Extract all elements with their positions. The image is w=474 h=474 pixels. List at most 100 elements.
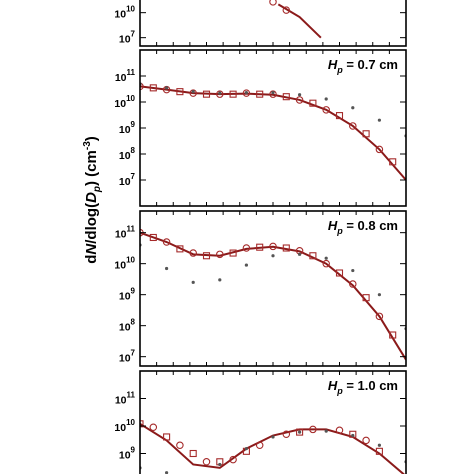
panel-frame — [139, 49, 407, 207]
reference-dot — [165, 471, 169, 474]
circle-marker — [189, 89, 197, 97]
y-tick-label: 1011 — [115, 68, 136, 84]
panel-1: 1010 107 — [114, 0, 407, 47]
plot-area — [140, 228, 434, 363]
y-tick-label: 1011 — [115, 391, 136, 407]
panel-label: Hp = 0.7 cm — [328, 57, 398, 75]
panel-label: Hp = 0.8 cm — [328, 218, 398, 236]
reference-dot — [298, 93, 302, 97]
square-marker — [229, 249, 237, 257]
square-marker — [189, 449, 197, 458]
fit-line — [277, 3, 322, 39]
y-tick-label: 108 — [119, 146, 136, 162]
fit-line — [140, 231, 406, 361]
plot-area — [269, 0, 322, 39]
square-marker — [202, 252, 211, 260]
y-tick-label: 109 — [119, 287, 136, 303]
square-marker — [335, 112, 344, 120]
square-marker — [163, 433, 171, 441]
square-marker — [335, 269, 344, 277]
reference-dot — [218, 91, 222, 95]
circle-marker — [202, 458, 211, 466]
circle-marker — [335, 426, 344, 435]
reference-dot — [191, 90, 195, 94]
panel-3: 1011 1010 109 108 107 Hp = 0.8 cm — [114, 210, 434, 367]
circle-marker — [322, 106, 330, 114]
reference-dot — [298, 252, 302, 256]
circle-marker — [295, 96, 304, 104]
reference-dot — [165, 266, 169, 271]
circle-marker — [162, 238, 171, 246]
y-tick-label: 107 — [119, 349, 136, 365]
y-tick-label: 107 — [119, 172, 136, 188]
y-tick-label: 107 — [119, 30, 136, 46]
circle-marker — [349, 280, 357, 288]
square-marker — [375, 447, 383, 455]
panel-frame — [139, 0, 407, 47]
y-tick-label: 109 — [119, 446, 136, 462]
y-tick-label: 1010 — [114, 94, 135, 110]
reference-dot — [351, 106, 355, 110]
square-marker — [309, 252, 317, 260]
y-axis-title: dN/dlog(Dp) (cm-3) — [82, 136, 103, 264]
y-tick-label: 1010 — [114, 256, 135, 272]
panel-frame — [139, 210, 407, 367]
circle-marker — [282, 6, 291, 14]
reference-dot — [351, 433, 355, 438]
y-tick-label: 1011 — [115, 225, 136, 241]
reference-dot — [324, 429, 328, 433]
square-marker — [362, 130, 370, 138]
reference-dot — [244, 447, 248, 451]
circle-marker — [269, 90, 277, 98]
circle-marker — [322, 259, 330, 268]
y-tick-label: 1010 — [114, 5, 135, 21]
circle-marker — [375, 145, 384, 154]
reference-dot — [244, 263, 248, 267]
circle-marker — [176, 441, 184, 449]
square-marker — [176, 245, 184, 253]
panel-label: Hp = 1.0 cm — [328, 378, 398, 396]
reference-dot — [431, 155, 434, 158]
panel-4: 1011 1010 109 Hp = 1.0 cm — [114, 370, 407, 474]
circle-marker — [269, 0, 277, 6]
reference-dot — [271, 90, 275, 95]
plot-area — [140, 82, 434, 181]
reference-dot — [324, 97, 328, 101]
circle-marker — [349, 122, 357, 130]
circle-marker — [375, 312, 384, 321]
reference-dot — [271, 435, 275, 439]
circle-marker — [255, 441, 264, 449]
y-tick-label: 109 — [119, 120, 136, 136]
square-marker — [362, 294, 370, 302]
square-marker — [389, 158, 397, 166]
square-marker — [202, 90, 211, 98]
reference-dot — [351, 268, 355, 273]
reference-dot — [191, 280, 195, 284]
circle-marker — [242, 244, 251, 252]
y-tick-label: 108 — [119, 318, 136, 334]
fit-line — [140, 85, 406, 181]
reference-dot — [377, 118, 381, 122]
reference-dot — [218, 278, 222, 282]
panel-2: 1011 1010 109 108 107 Hp = 0.7 cm — [114, 49, 434, 207]
circle-marker — [229, 455, 237, 464]
square-marker — [149, 233, 157, 242]
reference-dot — [298, 430, 302, 434]
plot-area — [140, 420, 406, 474]
circle-marker — [282, 430, 291, 439]
reference-dot — [244, 90, 248, 95]
square-marker — [256, 243, 264, 251]
y-tick-label: 1010 — [114, 418, 135, 434]
square-marker — [282, 244, 290, 252]
reference-dot — [431, 360, 434, 363]
circle-marker — [309, 425, 317, 434]
square-marker — [256, 90, 264, 98]
circle-marker — [216, 250, 224, 259]
reference-dot — [218, 462, 222, 467]
circle-marker — [362, 436, 370, 445]
reference-dot — [165, 86, 169, 90]
reference-dot — [377, 443, 381, 447]
square-marker — [389, 331, 397, 339]
